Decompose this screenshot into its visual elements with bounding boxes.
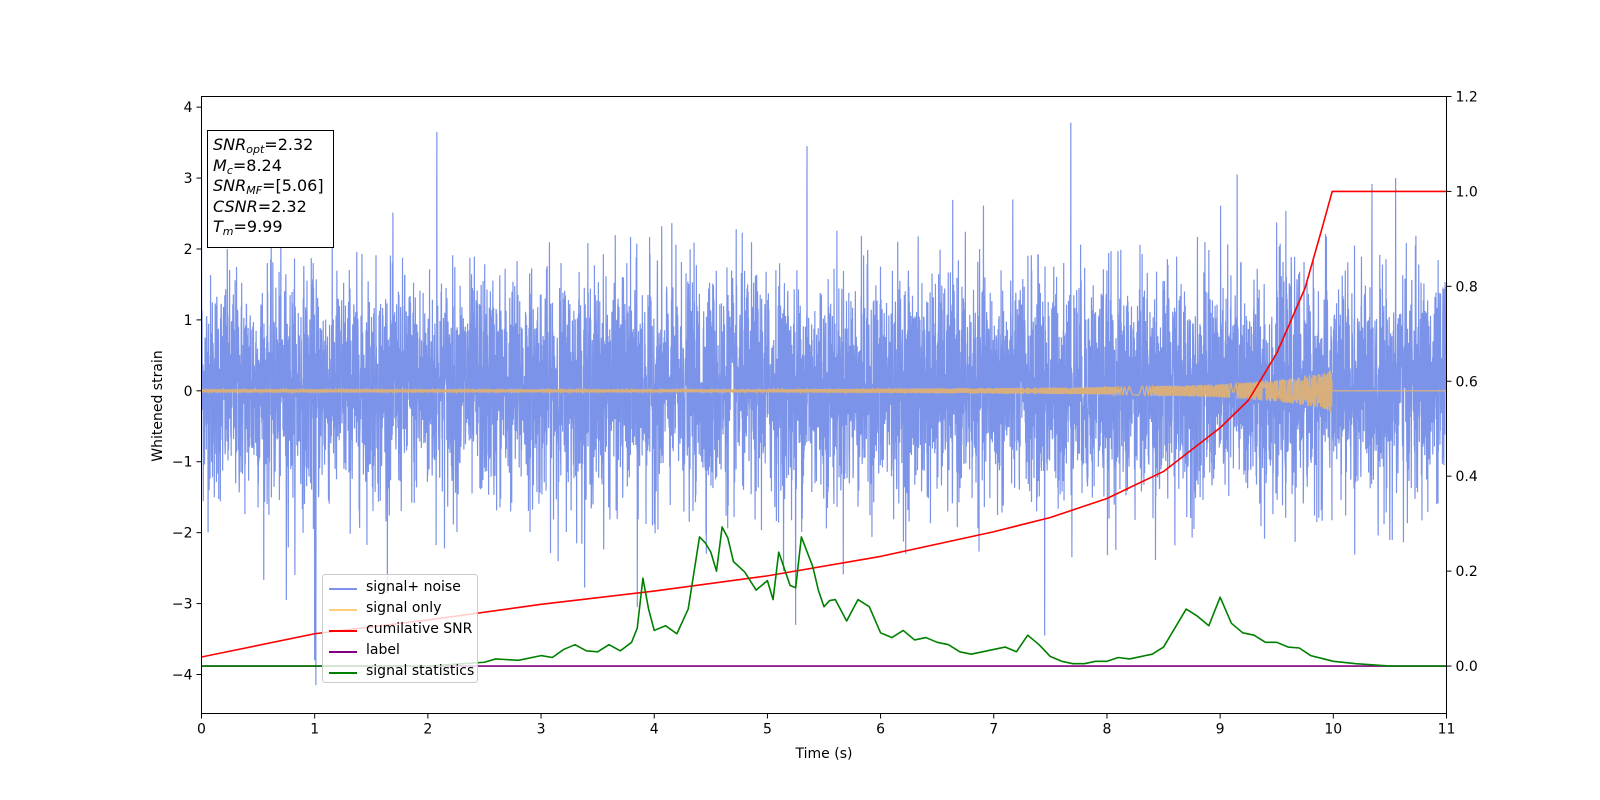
y2-tick-label: 0.0 xyxy=(1456,659,1478,675)
x-tick-label: 10 xyxy=(1324,722,1342,738)
y-tick-label: 1 xyxy=(184,313,193,329)
x-tick-label: 0 xyxy=(197,722,206,738)
y-tick-label: 4 xyxy=(184,100,193,116)
axes-frame xyxy=(201,96,1447,714)
metrics-box: SNRopt=2.32 Mc=8.24 SNRMF=[5.06] CSNR=2.… xyxy=(207,130,334,248)
legend-swatch xyxy=(329,630,357,632)
series-signal-statistics xyxy=(201,526,1447,667)
y-tick-label: 2 xyxy=(184,242,193,258)
x-tick-label: 6 xyxy=(876,722,885,738)
series-signal-noise xyxy=(201,122,1447,686)
x-tick-label: 7 xyxy=(989,722,998,738)
legend-item-signal-statistics: signal statistics xyxy=(323,662,477,683)
y-tick-label: −4 xyxy=(172,667,193,683)
legend-label: label xyxy=(366,642,400,658)
snr-opt-metric: SNRopt=2.32 xyxy=(213,135,314,156)
legend-label: signal only xyxy=(366,600,442,616)
y-tick-label: 0 xyxy=(184,384,193,400)
y-axis-label: Whitened strain xyxy=(150,350,166,461)
plot-series xyxy=(201,122,1447,686)
legend-label: cumilative SNR xyxy=(366,621,473,637)
y-axis-left: 4 3 2 1 0 −1 −2 −3 −4 xyxy=(172,100,202,683)
y2-tick-label: 0.8 xyxy=(1456,279,1478,295)
csnr-metric: CSNR=2.32 xyxy=(213,196,307,216)
y-tick-label: 3 xyxy=(184,171,193,187)
y2-tick-label: 0.4 xyxy=(1456,469,1478,485)
legend: signal+ noise signal only cumilative SNR… xyxy=(322,574,478,683)
snr-mf-metric: SNRMF=[5.06] xyxy=(213,176,324,197)
legend-label: signal statistics xyxy=(366,663,475,679)
x-tick-label: 5 xyxy=(763,722,772,738)
legend-item-cumulative-snr: cumilative SNR xyxy=(323,620,477,641)
merger-time-metric: Tm=9.99 xyxy=(213,217,283,238)
plot-area xyxy=(201,122,1447,686)
x-tick-label: 11 xyxy=(1438,722,1456,738)
legend-swatch xyxy=(329,672,357,674)
y-axis-right: 1.2 1.0 0.8 0.6 0.4 0.2 0.0 xyxy=(1446,90,1478,675)
legend-label: signal+ noise xyxy=(366,579,461,595)
series-cumulative-snr xyxy=(201,190,1447,658)
y-tick-label: −1 xyxy=(172,455,193,471)
x-tick-label: 9 xyxy=(1216,722,1225,738)
legend-swatch xyxy=(329,609,357,611)
legend-swatch xyxy=(329,588,357,590)
x-tick-label: 1 xyxy=(310,722,319,738)
y2-tick-label: 1.2 xyxy=(1456,90,1478,106)
x-axis: 0 1 2 3 4 5 6 7 8 9 10 11 xyxy=(197,713,1456,738)
y-tick-label: −3 xyxy=(172,597,193,613)
legend-item-signal-only: signal only xyxy=(323,599,477,620)
x-tick-label: 4 xyxy=(650,722,659,738)
x-tick-label: 3 xyxy=(537,722,546,738)
y2-tick-label: 0.2 xyxy=(1456,564,1478,580)
y2-tick-label: 0.6 xyxy=(1456,374,1478,390)
chirp-mass-metric: Mc=8.24 xyxy=(213,155,282,177)
legend-item-signal-noise: signal+ noise xyxy=(323,578,477,599)
x-axis-label: Time (s) xyxy=(795,746,853,762)
x-tick-label: 8 xyxy=(1102,722,1111,738)
y2-tick-label: 1.0 xyxy=(1456,184,1478,200)
series-signal-only-overlap xyxy=(201,370,1447,413)
legend-swatch xyxy=(329,651,357,653)
y-tick-label: −2 xyxy=(172,526,193,542)
legend-item-label: label xyxy=(323,641,477,662)
x-tick-label: 2 xyxy=(423,722,432,738)
